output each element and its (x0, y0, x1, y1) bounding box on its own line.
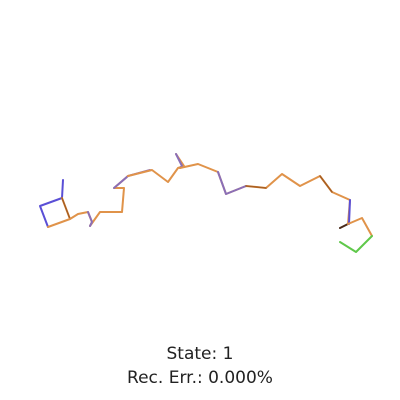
backbone-purple-segment-1 (87, 211, 93, 227)
left-loop-dark-bond (61, 197, 71, 220)
backbone-dark-segment-2 (319, 175, 333, 193)
backbone-purple-segment-4 (217, 171, 247, 195)
reconstruction-error-label: Rec. Err.: 0.000% (127, 368, 273, 388)
backbone-dark-segment (245, 185, 267, 189)
right-loop-dark-segment (339, 223, 349, 229)
left-loop-blue-segment (39, 179, 64, 228)
right-loop-orange-segment (347, 217, 373, 237)
backbone-segment-3 (179, 163, 351, 225)
state-label: State: 1 (166, 344, 234, 364)
right-loop-green-segment (339, 235, 373, 253)
backbone-segment-1 (69, 175, 129, 227)
right-loop-blue-segment (348, 199, 351, 225)
backbone-segment-2 (127, 153, 185, 183)
